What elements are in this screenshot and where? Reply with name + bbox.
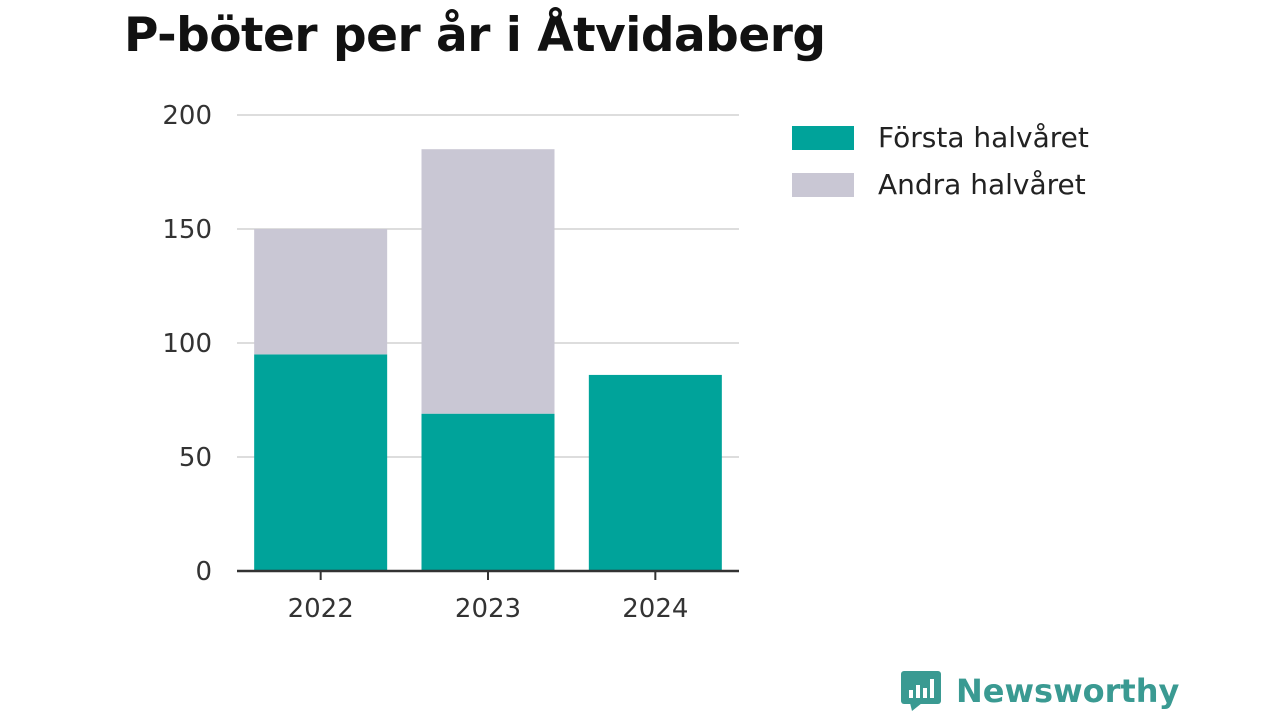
legend: Första halvåret Andra halvåret [792, 114, 1089, 208]
y-tick-label-200: 200 [162, 101, 212, 131]
bar-2022-second-half [254, 229, 388, 355]
y-tick-label-0: 0 [195, 557, 212, 587]
brand-logo: Newsworthy [900, 670, 1179, 712]
bar-2023-second-half [421, 149, 555, 414]
y-tick-label-100: 100 [162, 329, 212, 359]
legend-label-second-half: Andra halvåret [878, 168, 1086, 201]
legend-label-first-half: Första halvåret [878, 121, 1089, 154]
y-tick-label-150: 150 [162, 215, 212, 245]
legend-item-first-half: Första halvåret [792, 114, 1089, 161]
bar-2022-first-half [254, 354, 388, 571]
bar-2023-first-half [421, 413, 555, 571]
newsworthy-logo-icon [901, 671, 941, 711]
brand-name: Newsworthy [956, 672, 1180, 710]
bar-2024-first-half [588, 374, 722, 571]
legend-swatch-second-half [792, 172, 854, 197]
chart-title: P-böter per år i Åtvidaberg [124, 8, 826, 63]
legend-swatch-first-half [792, 125, 854, 150]
x-tick-label-2023: 2023 [455, 594, 521, 624]
x-tick-label-2024: 2024 [622, 594, 688, 624]
x-tick-label-2022: 2022 [288, 594, 354, 624]
y-tick-label-50: 50 [179, 443, 212, 473]
legend-item-second-half: Andra halvåret [792, 161, 1089, 208]
bar-chart: 0 50 100 150 200 2022 2023 2024 [162, 101, 739, 624]
